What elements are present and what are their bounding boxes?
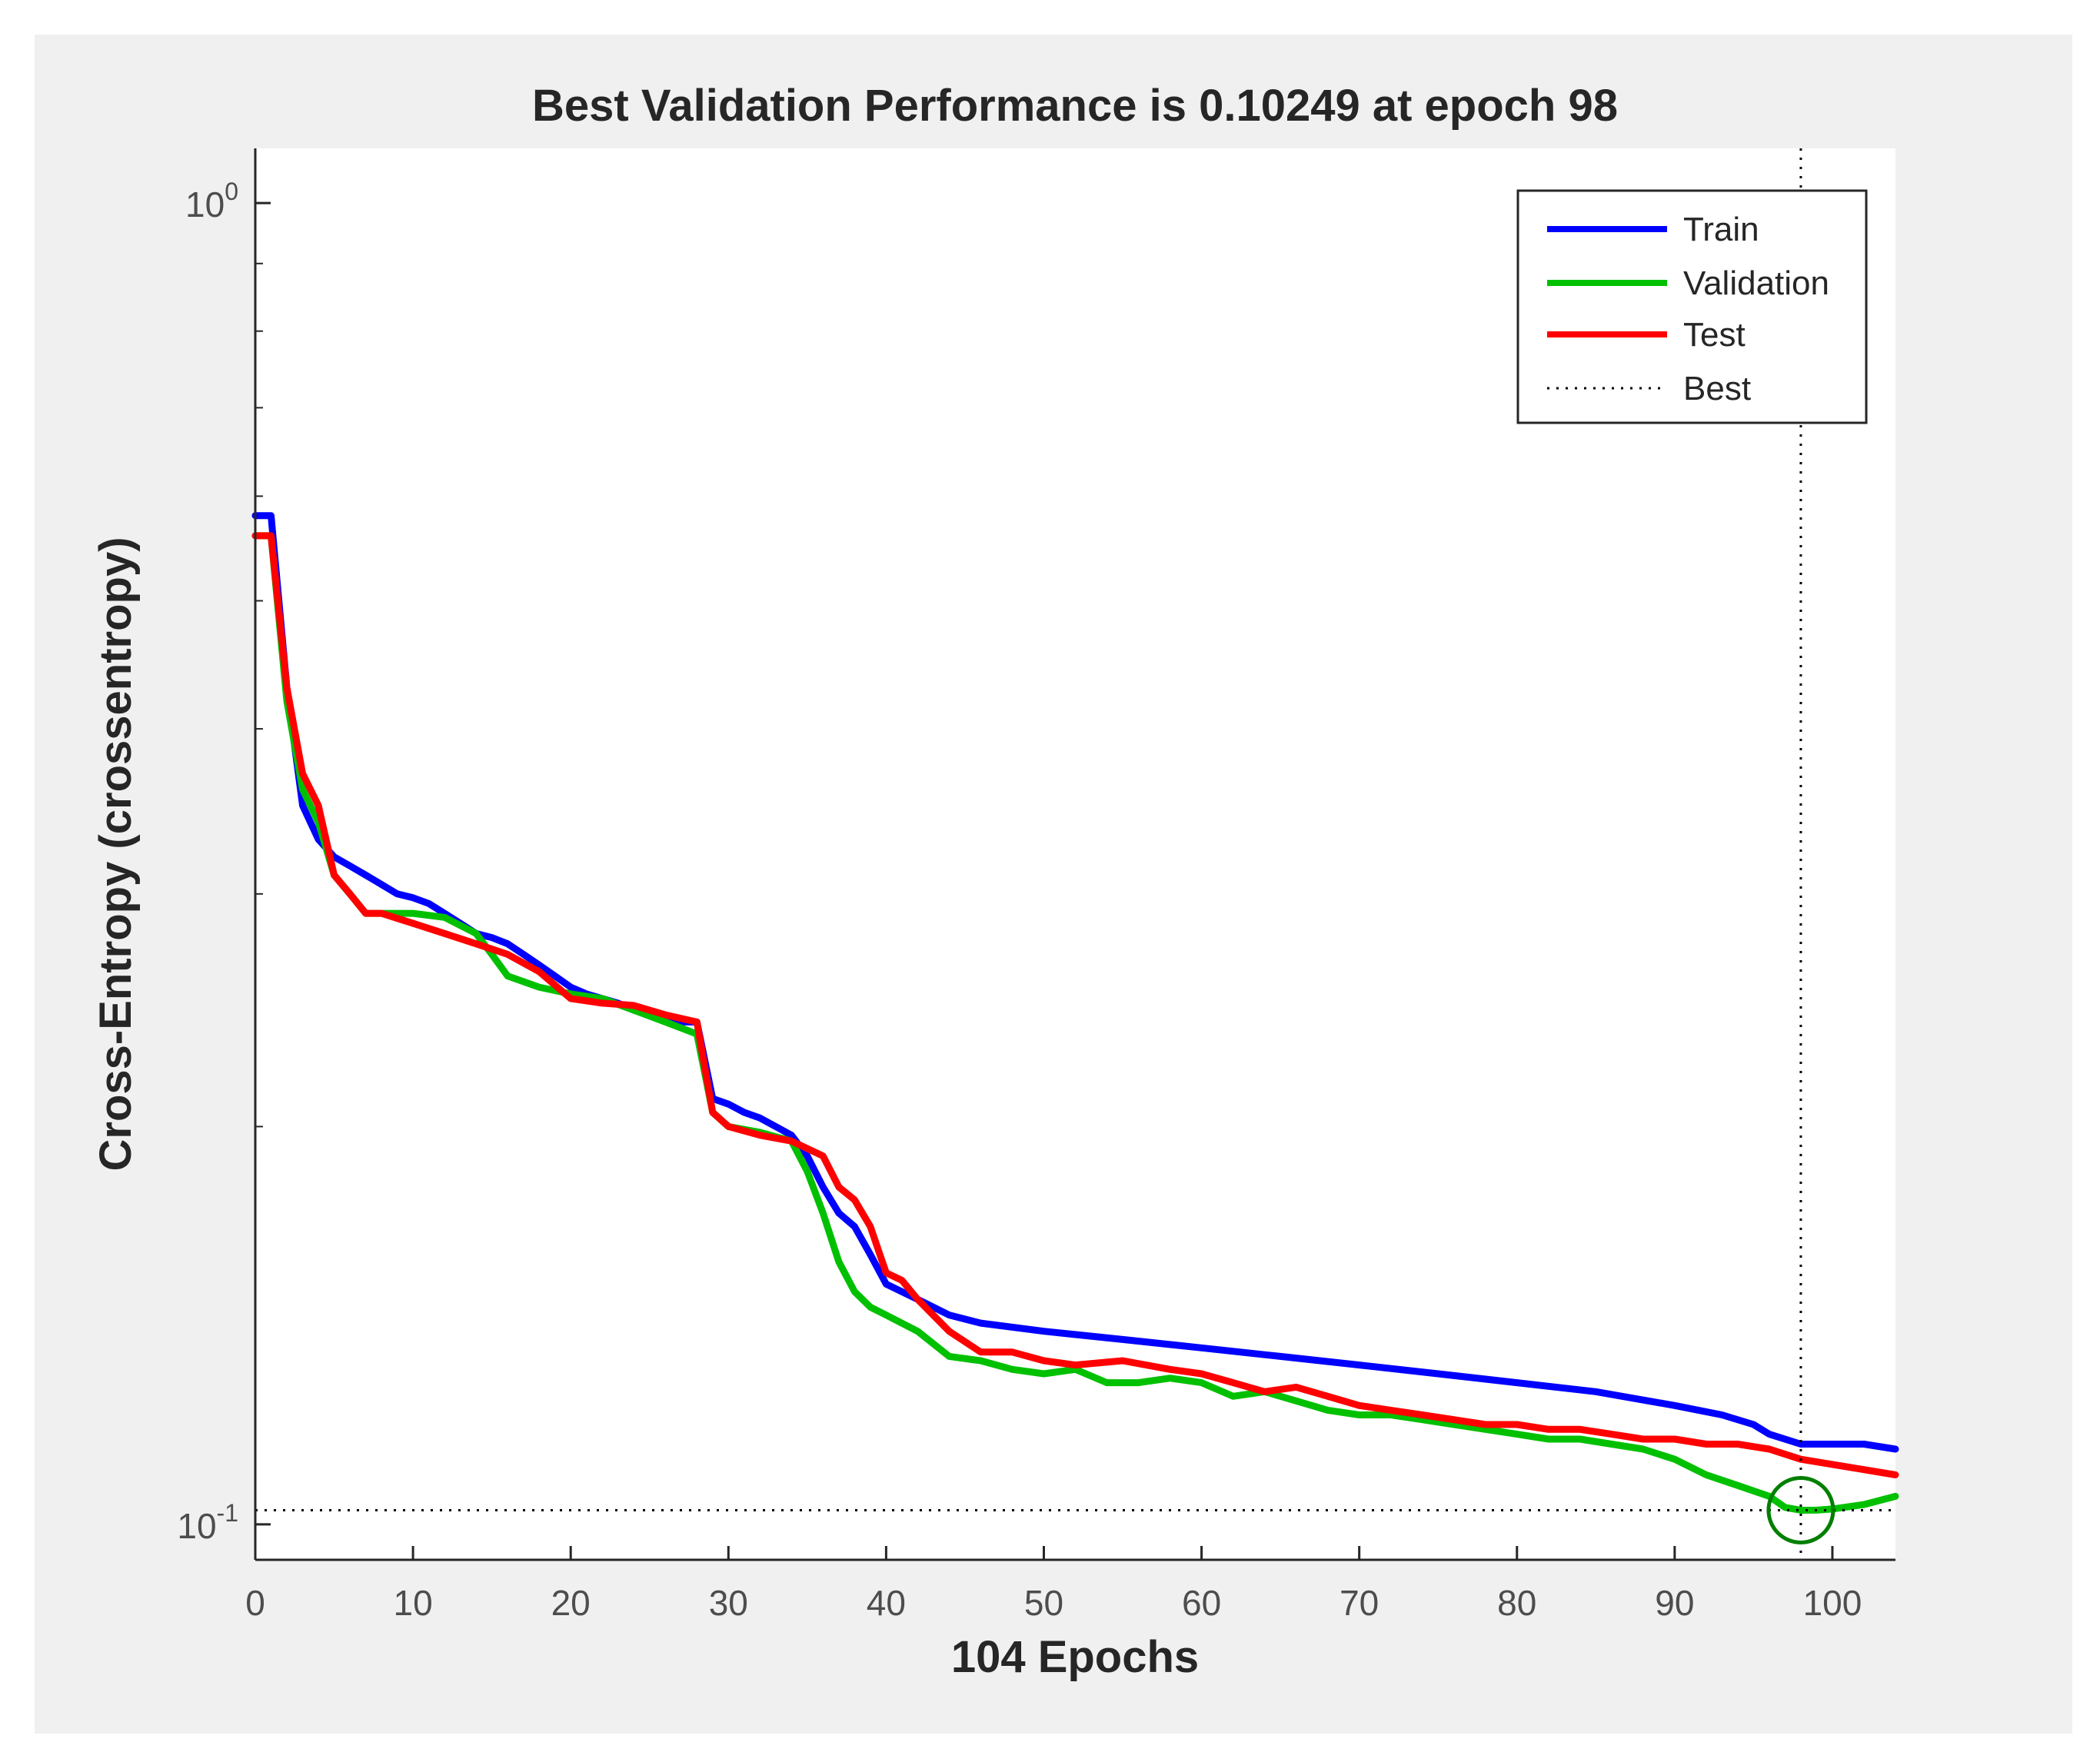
x-tick-label: 30 <box>709 1583 748 1623</box>
y-tick-label: 10-1 <box>177 1499 238 1546</box>
x-tick-label: 100 <box>1803 1583 1862 1623</box>
x-ticks: 0 10 20 30 40 50 60 70 80 90 100 <box>245 1546 1862 1623</box>
y-ticks: 100 10-1 <box>177 178 271 1546</box>
x-tick-label: 40 <box>867 1583 906 1623</box>
y-axis-label: Cross-Entropy (crossentropy) <box>91 537 141 1171</box>
x-tick-label: 10 <box>394 1583 433 1623</box>
y-tick-label: 100 <box>185 178 238 224</box>
x-tick-label: 20 <box>551 1583 591 1623</box>
x-tick-label: 60 <box>1182 1583 1221 1623</box>
legend-label-train: Train <box>1683 211 1759 248</box>
best-markers <box>255 148 1895 1560</box>
series-line-test <box>251 532 1899 1478</box>
x-tick-label: 0 <box>245 1583 265 1623</box>
legend-label-test: Test <box>1683 316 1746 354</box>
series-line-train <box>251 512 1899 1453</box>
x-axis-label: 104 Epochs <box>951 1632 1199 1682</box>
chart-title: Best Validation Performance is 0.10249 a… <box>532 81 1618 131</box>
x-tick-label: 80 <box>1497 1583 1536 1623</box>
series-group <box>251 512 1899 1514</box>
series-line-validation <box>251 532 1899 1514</box>
axes <box>254 148 1895 1561</box>
legend-label-best: Best <box>1683 370 1751 407</box>
legend-label-validation: Validation <box>1683 264 1829 302</box>
legend: Train Validation Test Best <box>1516 189 1868 424</box>
figure-background: Best Validation Performance is 0.10249 a… <box>35 35 2072 1734</box>
x-tick-label: 50 <box>1024 1583 1063 1623</box>
x-tick-label: 90 <box>1655 1583 1694 1623</box>
chart: Best Validation Performance is 0.10249 a… <box>91 81 1899 1682</box>
x-tick-label: 70 <box>1340 1583 1379 1623</box>
best-point-marker <box>1766 1475 1835 1544</box>
